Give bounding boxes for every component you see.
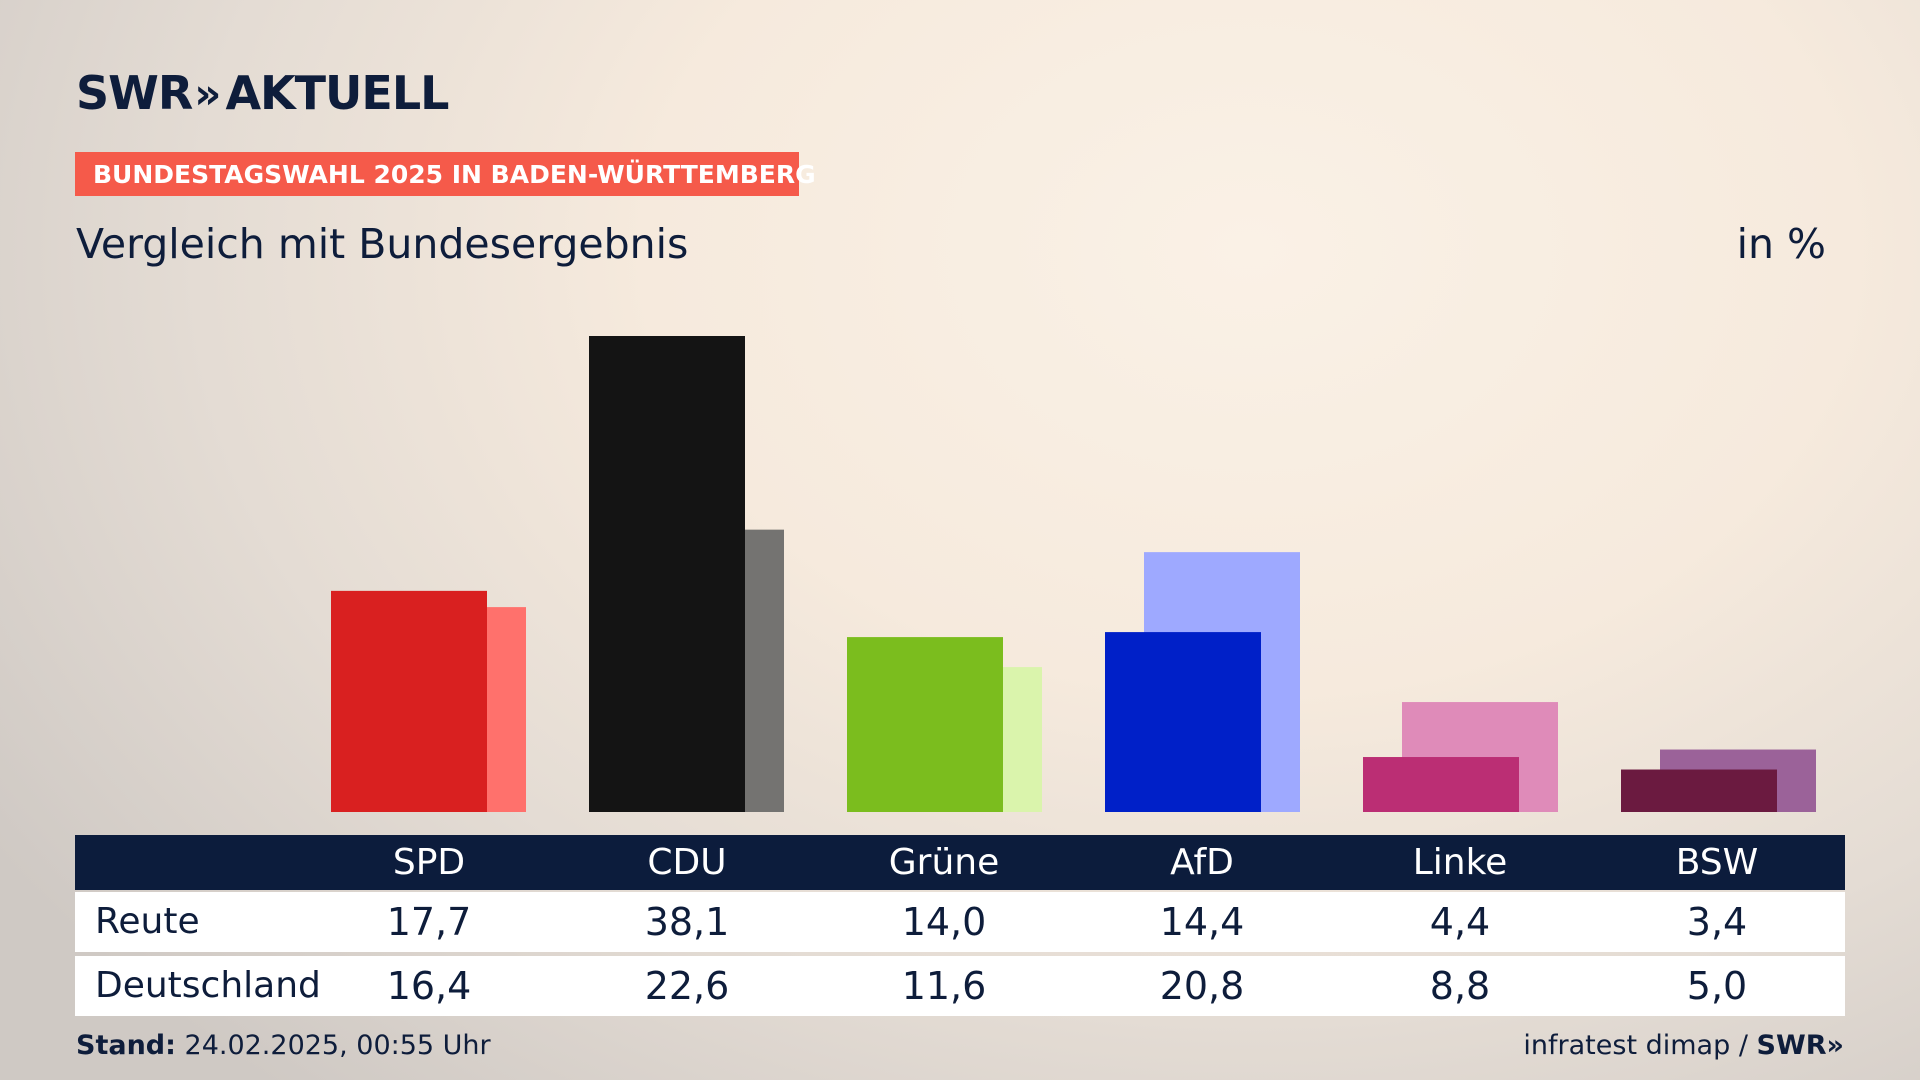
value-deutschland-cdu: 22,6 [644, 964, 730, 1008]
swr-small-logo: SWR» [1756, 1030, 1844, 1061]
stand-timestamp: Stand: 24.02.2025, 00:55 Uhr [76, 1030, 491, 1061]
source-text: infratest dimap / [1523, 1030, 1748, 1061]
party-header-bsw: BSW [1675, 842, 1759, 883]
bar-reute-gruene [847, 637, 1003, 812]
party-header-spd: SPD [392, 842, 466, 883]
value-deutschland-bsw: 5,0 [1686, 964, 1748, 1008]
bar-reute-afd [1105, 632, 1261, 812]
table-row-reute: Reute 17,7 38,1 14,0 14,4 4,4 3,4 [75, 892, 1845, 952]
unit-label: in % [1736, 220, 1826, 268]
row-label-reute: Reute [95, 901, 200, 942]
party-header-cdu: CDU [647, 842, 727, 883]
value-deutschland-afd: 20,8 [1159, 964, 1245, 1008]
table-row-deutschland: Deutschland 16,4 22,6 11,6 20,8 8,8 5,0 [75, 956, 1845, 1016]
value-reute-linke: 4,4 [1429, 900, 1491, 944]
party-header-gruene: Grüne [888, 842, 1000, 883]
bar-reute-bsw [1621, 769, 1777, 812]
party-header-linke: Linke [1412, 842, 1508, 883]
value-reute-gruene: 14,0 [901, 900, 987, 944]
stand-label: Stand: [76, 1030, 176, 1061]
chart-subtitle: Vergleich mit Bundesergebnis [76, 220, 689, 268]
logo-product: AKTUELL [225, 66, 449, 120]
value-deutschland-linke: 8,8 [1429, 964, 1491, 1008]
election-badge: BUNDESTAGSWAHL 2025 IN BADEN-WÜRTTEMBERG [75, 152, 816, 196]
value-deutschland-spd: 16,4 [386, 964, 472, 1008]
value-deutschland-gruene: 11,6 [901, 964, 987, 1008]
value-reute-afd: 14,4 [1159, 900, 1245, 944]
value-reute-cdu: 38,1 [644, 900, 730, 944]
value-reute-spd: 17,7 [386, 900, 472, 944]
value-reute-bsw: 3,4 [1686, 900, 1748, 944]
stand-value: 24.02.2025, 00:55 Uhr [184, 1030, 491, 1061]
bar-reute-spd [331, 590, 487, 812]
source-credit: infratest dimap / SWR» [1523, 1030, 1844, 1061]
bar-reute-linke [1363, 757, 1519, 812]
row-label-deutschland: Deutschland [95, 965, 321, 1006]
table-header: SPD CDU Grüne AfD Linke BSW [75, 835, 1845, 890]
party-header-afd: AfD [1170, 842, 1234, 883]
logo-brand: SWR [76, 66, 193, 120]
bar-reute-cdu [589, 336, 745, 812]
swr-aktuell-logo: SWR » AKTUELL [76, 66, 449, 120]
